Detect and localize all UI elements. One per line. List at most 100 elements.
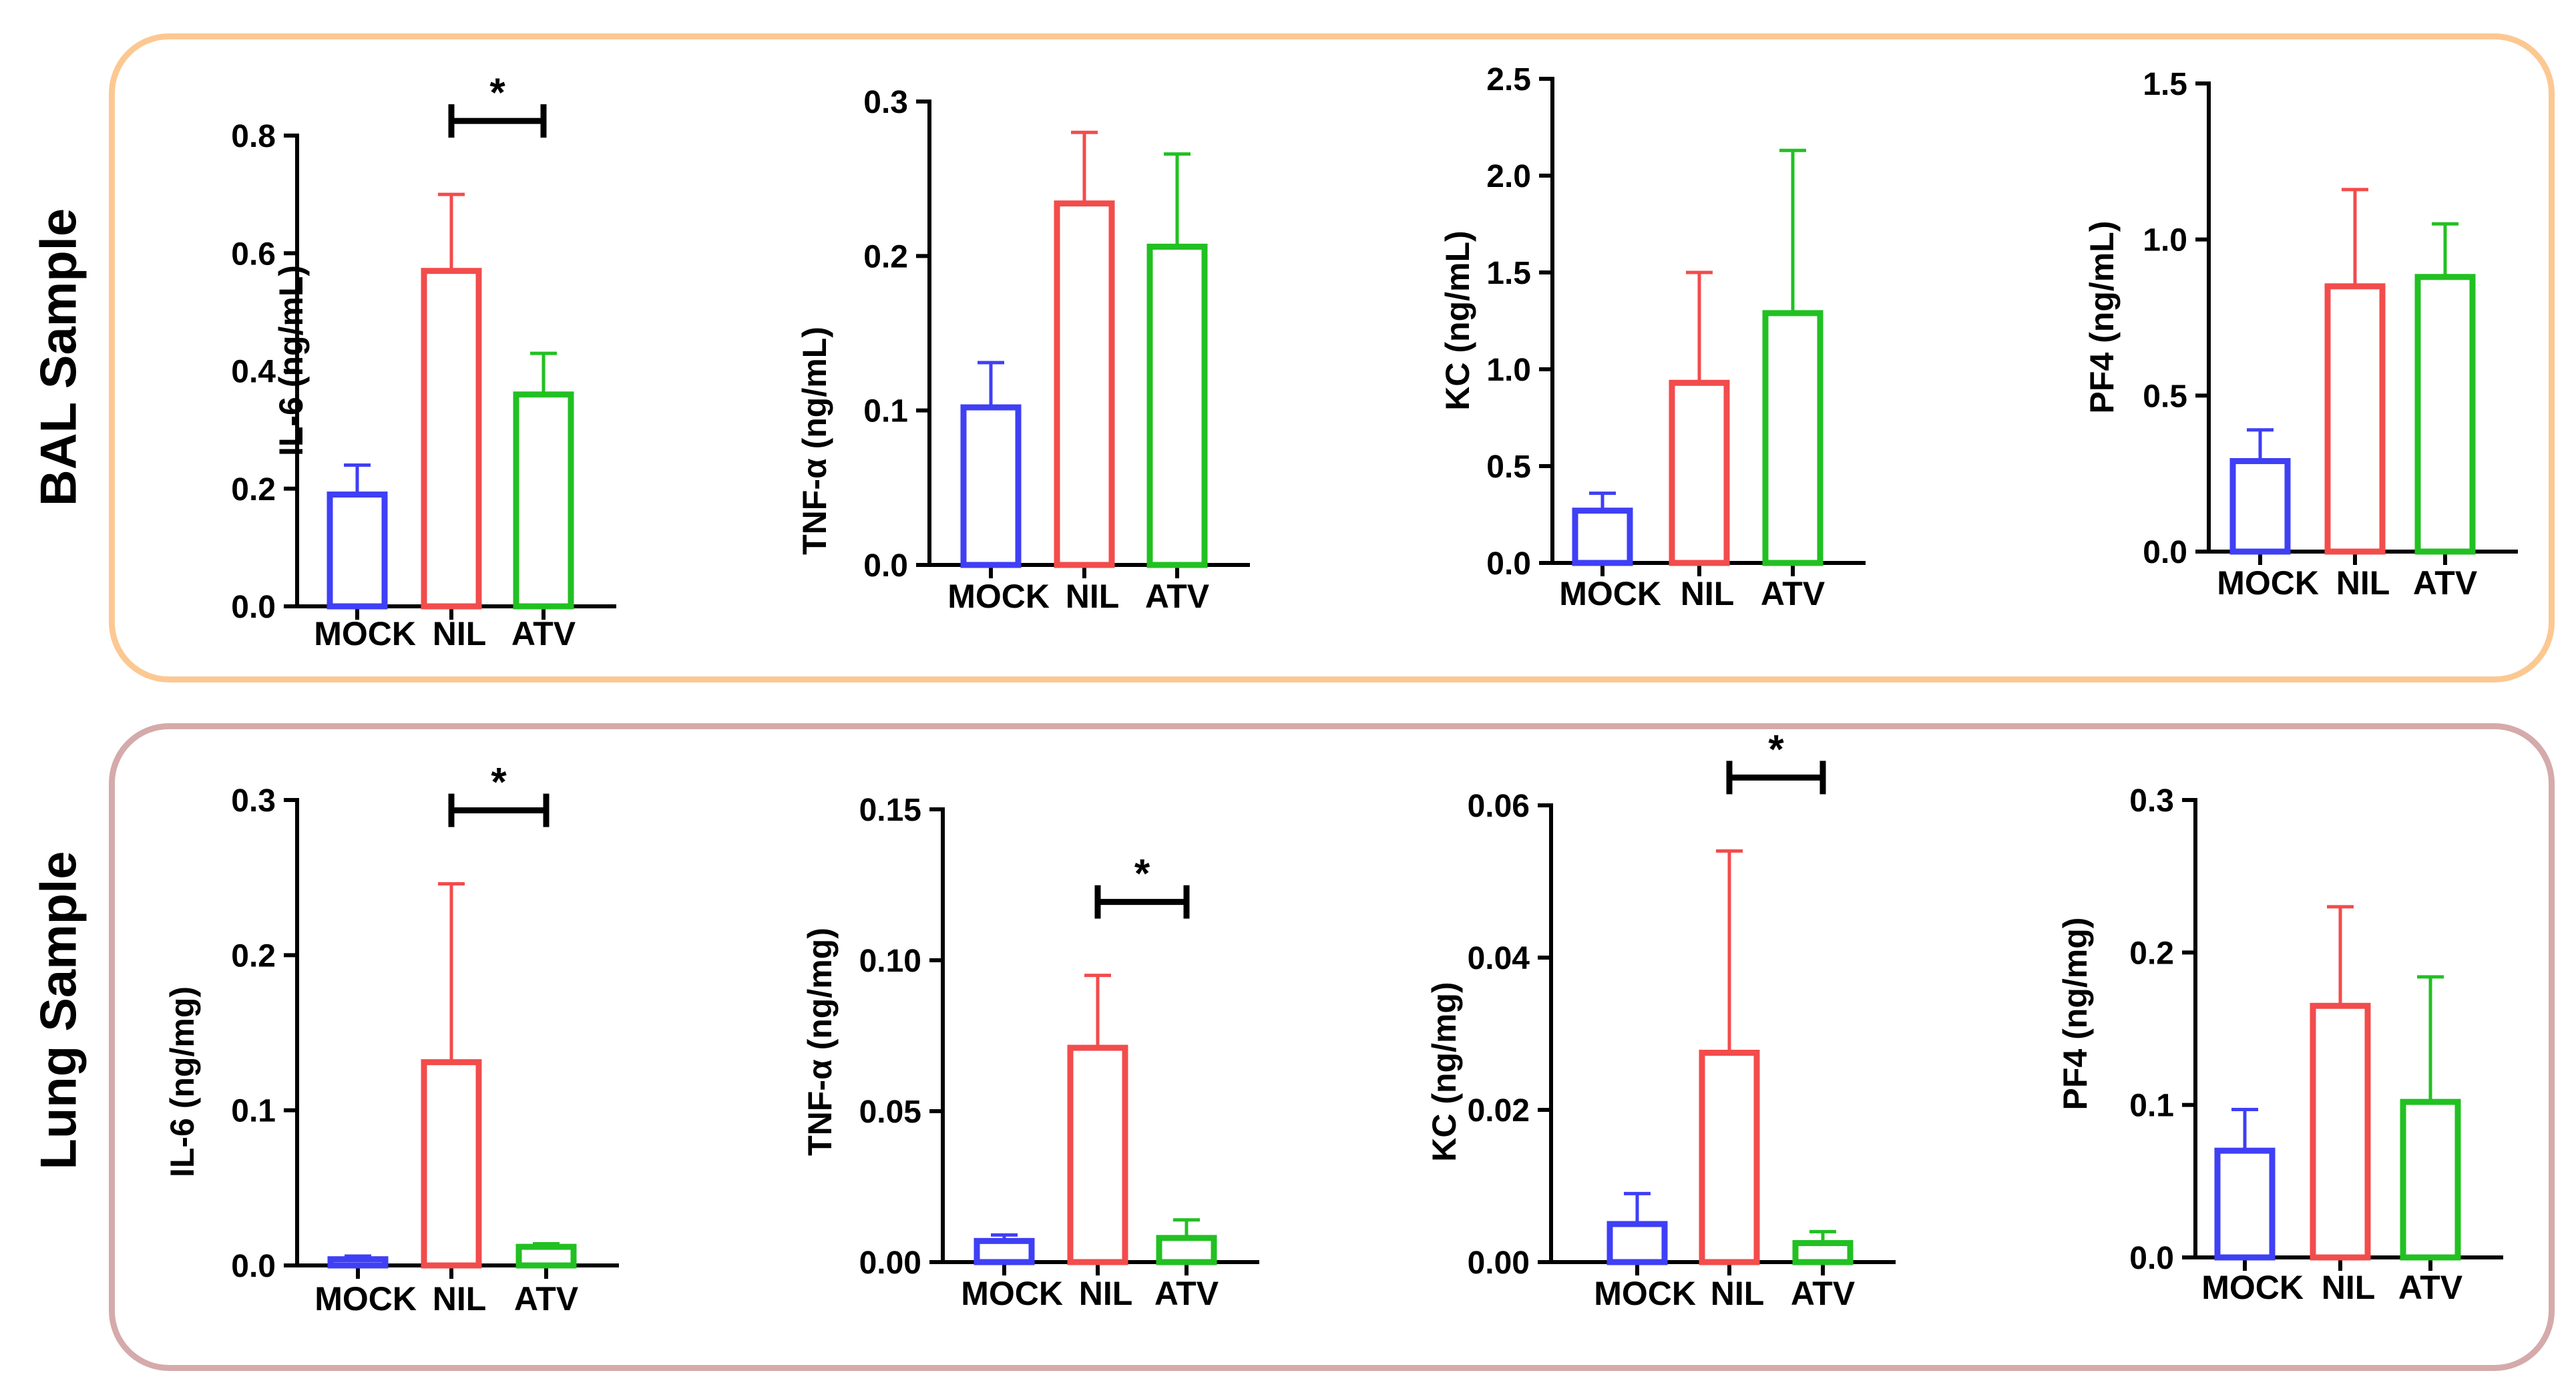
chart-lung-kc: 0.00 0.02 0.04 0.06 KC (ng/mg) MOCK NIL ATV *	[1426, 727, 1896, 1312]
y-tick-label: 0.1	[231, 1094, 276, 1129]
y-tick-label: 0.00	[1468, 1245, 1530, 1281]
y-tick-label: 0.0	[2129, 1241, 2174, 1276]
bar-nil	[1067, 1044, 1128, 1265]
y-tick-label: 0.0	[231, 1249, 276, 1284]
bar-mock	[327, 1256, 389, 1269]
y-axis-label: KC (ng/mg)	[1426, 982, 1463, 1161]
y-axis-label: TNF-α (ng/mL)	[796, 327, 833, 555]
y-axis-label: IL-6 (ng/mL)	[272, 265, 310, 456]
y-tick-label: 0.02	[1468, 1093, 1530, 1129]
bar-nil	[1669, 379, 1730, 566]
y-tick-label: 0.10	[859, 944, 921, 979]
y-tick-label: 0.8	[231, 119, 276, 154]
x-tick-label-nil: NIL	[433, 615, 487, 652]
chart-bal-pf4: 0.0 0.5 1.0 1.5 PF4 (ng/mL) MOCK NIL ATV	[2083, 67, 2518, 602]
x-tick-label-mock: MOCK	[947, 578, 1050, 615]
chart-lung-il6: 0.0 0.1 0.2 0.3 IL-6 (ng/mg) MOCK NIL ATV *	[164, 759, 619, 1318]
bar-atv	[515, 1243, 577, 1269]
y-tick-label: 2.5	[1486, 62, 1531, 97]
y-tick-label: 0.0	[231, 590, 276, 625]
chart-lung-tnf: 0.00 0.05 0.10 0.15 TNF-α (ng/mg) MOCK NIL ATV *	[801, 793, 1259, 1312]
bar-nil	[1054, 200, 1115, 568]
significance-star: *	[1134, 851, 1150, 896]
y-tick-label: 0.04	[1468, 941, 1530, 976]
x-tick-label-nil: NIL	[433, 1280, 487, 1318]
y-tick-label: 0.2	[231, 938, 276, 974]
y-tick-label: 0.2	[863, 239, 908, 274]
x-tick-label-mock: MOCK	[1594, 1275, 1696, 1312]
chart-bal-tnf: 0.0 0.1 0.2 0.3 TNF-α (ng/mL) MOCK NIL ATV	[796, 85, 1250, 615]
y-tick-label: 0.15	[859, 793, 921, 828]
bar-atv	[1146, 243, 1208, 568]
bar-mock	[2214, 1147, 2276, 1261]
x-tick-label-atv: ATV	[2413, 564, 2478, 602]
x-tick-label-atv: ATV	[1761, 575, 1826, 612]
bar-mock	[327, 491, 388, 610]
bar-mock	[974, 1237, 1035, 1265]
x-tick-label-atv: ATV	[2398, 1269, 2463, 1306]
x-tick-label-mock: MOCK	[314, 615, 416, 652]
y-tick-label: 0.0	[1486, 546, 1531, 582]
significance-star: *	[491, 759, 507, 804]
y-tick-label: 1.0	[2143, 223, 2187, 258]
x-tick-label-atv: ATV	[514, 1280, 579, 1318]
bar-nil	[421, 1059, 482, 1269]
x-tick-label-nil: NIL	[2322, 1269, 2376, 1306]
y-axis-label: KC (ng/mL)	[1439, 230, 1476, 410]
chart-lung-pf4: 0.0 0.1 0.2 0.3 PF4 (ng/mg) MOCK NIL ATV	[2057, 783, 2503, 1306]
y-tick-label: 0.05	[859, 1094, 921, 1130]
significance-star: *	[1768, 727, 1784, 771]
x-tick-label-mock: MOCK	[2217, 564, 2319, 602]
y-tick-label: 0.1	[2129, 1088, 2174, 1124]
y-tick-label: 0.2	[2129, 936, 2174, 971]
lung-sample-panel	[109, 723, 2555, 1371]
bar-mock	[960, 404, 1022, 568]
x-tick-label-atv: ATV	[1154, 1275, 1219, 1312]
bar-mock	[2229, 457, 2291, 555]
y-tick-label: 1.0	[1486, 353, 1531, 388]
x-tick-label-atv: ATV	[1791, 1275, 1856, 1312]
x-tick-label-nil: NIL	[2336, 564, 2390, 602]
y-tick-label: 0.06	[1468, 789, 1530, 824]
y-axis-label: TNF-α (ng/mg)	[801, 928, 839, 1156]
bar-nil	[2310, 1002, 2371, 1261]
y-tick-label: 0.4	[231, 355, 276, 390]
bar-atv	[2400, 1099, 2461, 1261]
x-tick-label-mock: MOCK	[961, 1275, 1063, 1312]
y-tick-label: 0.5	[2143, 379, 2187, 414]
x-tick-label-nil: NIL	[1711, 1275, 1765, 1312]
y-tick-label: 0.3	[863, 85, 908, 120]
y-tick-label: 0.1	[863, 394, 908, 429]
y-tick-label: 1.5	[1486, 256, 1531, 291]
bal-sample-panel	[109, 33, 2555, 682]
bar-mock	[1606, 1221, 1668, 1265]
x-tick-label-atv: ATV	[511, 615, 576, 652]
x-tick-label-mock: MOCK	[1559, 575, 1661, 612]
bar-atv	[1762, 310, 1823, 566]
y-tick-label: 0.3	[2129, 783, 2174, 819]
y-tick-label: 0.2	[231, 472, 276, 508]
bar-atv	[1792, 1240, 1854, 1265]
chart-bal-kc: 0.0 0.5 1.0 1.5 2.0 2.5 KC (ng/mL) MOCK NIL ATV	[1439, 62, 1866, 612]
x-tick-label-nil: NIL	[1681, 575, 1735, 612]
x-tick-label-nil: NIL	[1079, 1275, 1133, 1312]
x-tick-label-atv: ATV	[1145, 578, 1210, 615]
bar-nil	[1699, 1050, 1760, 1265]
x-tick-label-mock: MOCK	[2201, 1269, 2304, 1306]
bar-mock	[1572, 508, 1633, 566]
y-tick-label: 0.0	[2143, 535, 2187, 570]
bar-nil	[2324, 283, 2386, 555]
y-tick-label: 0.3	[231, 783, 276, 819]
y-tick-label: 0.6	[231, 236, 276, 272]
bar-atv	[2414, 274, 2476, 555]
x-tick-label-mock: MOCK	[314, 1280, 417, 1318]
y-axis-label: IL-6 (ng/mg)	[164, 986, 201, 1177]
significance-star: *	[489, 70, 505, 115]
x-tick-label-nil: NIL	[1066, 578, 1120, 615]
y-tick-label: 0.00	[859, 1245, 921, 1281]
y-tick-label: 0.5	[1486, 449, 1531, 485]
bar-atv	[513, 391, 574, 610]
chart-bal-il6: 0.0 0.2 0.4 0.6 0.8 IL-6 (ng/mL) MOCK NIL ATV *	[231, 70, 616, 652]
y-axis-label: PF4 (ng/mg)	[2057, 918, 2094, 1111]
